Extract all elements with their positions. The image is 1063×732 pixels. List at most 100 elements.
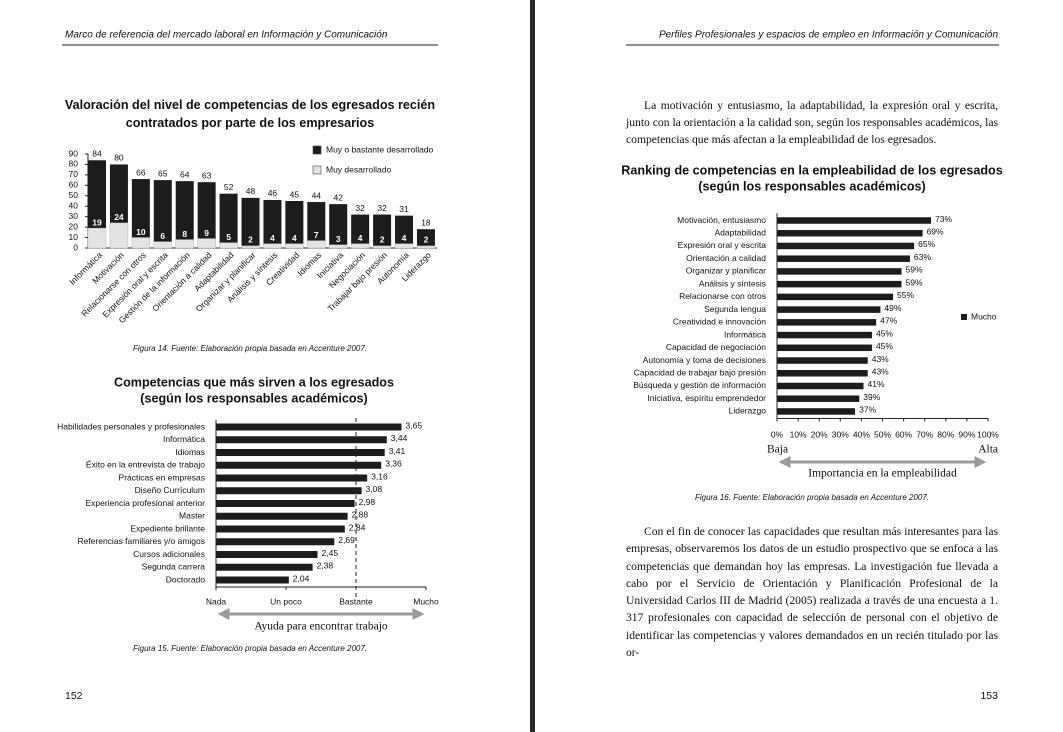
value-label: 4 — [358, 233, 363, 243]
right-page — [535, 0, 1063, 732]
value-label: 52 — [224, 182, 234, 192]
bar — [88, 160, 106, 248]
value-label: 42 — [333, 192, 343, 202]
category-label: Doctorado — [166, 574, 205, 584]
value-label: 65 — [158, 168, 168, 178]
x-tick-label: 20% — [811, 429, 828, 439]
value-label: 32 — [377, 203, 387, 213]
value-label: 2,45 — [322, 548, 339, 558]
category-label: Análisis y síntesis — [699, 278, 766, 288]
value-label: 3,41 — [389, 446, 406, 456]
value-label: 84 — [92, 149, 102, 159]
value-label: 3,08 — [366, 484, 383, 494]
bar — [87, 227, 107, 249]
bar — [285, 201, 304, 248]
category-label: Adaptabilidad — [714, 227, 766, 237]
x-tick-label: Un poco — [270, 596, 302, 606]
category-label: Expresión oral y escrita — [678, 240, 767, 250]
bar — [777, 268, 902, 275]
bar — [175, 181, 194, 248]
x-tick-label: Nada — [206, 596, 227, 606]
category-label: Relacionarse con otros — [679, 291, 766, 301]
bar — [216, 474, 368, 482]
value-label: 3,16 — [371, 471, 388, 481]
running-header: Perfiles Profesionales y espacios de emp… — [659, 30, 999, 41]
bar — [777, 280, 902, 288]
bar — [197, 182, 216, 248]
bar — [777, 357, 868, 364]
bar — [241, 245, 260, 249]
value-label: 8 — [182, 229, 187, 239]
value-label: 59% — [905, 277, 922, 287]
value-label: 2,04 — [293, 573, 310, 583]
value-label: 64 — [180, 169, 190, 179]
x-tick-label: 10% — [790, 429, 807, 439]
value-label: 10 — [136, 227, 146, 237]
bar — [216, 563, 313, 571]
bar — [216, 423, 402, 431]
bar — [216, 576, 289, 584]
bar — [216, 551, 318, 558]
value-label: 19 — [92, 217, 102, 227]
x-tick-label: 40% — [853, 429, 870, 439]
value-label: 55% — [897, 290, 914, 300]
bar — [777, 319, 877, 326]
bar — [216, 500, 355, 507]
bar — [777, 306, 881, 313]
x-tick-label: 30% — [832, 429, 849, 439]
category-label: Creatividad e innovación — [673, 317, 766, 327]
value-label: 2,98 — [359, 497, 376, 507]
value-label: 2 — [248, 234, 253, 244]
bar — [241, 197, 260, 248]
chart-title: Valoración del nivel de competencias de … — [64, 98, 436, 130]
category-label: Informática — [724, 329, 766, 339]
axis-end-label: Alta — [978, 444, 998, 456]
y-tick-label: 80 — [69, 159, 79, 169]
bar — [263, 199, 282, 248]
x-tick-label: 90% — [958, 429, 975, 439]
page-number: 152 — [65, 690, 83, 702]
bar — [416, 245, 436, 249]
x-tick-label: 70% — [916, 429, 933, 439]
legend-swatch — [312, 145, 322, 155]
bar — [307, 202, 326, 248]
legend-swatch — [961, 314, 967, 320]
legend-swatch — [312, 165, 322, 175]
category-label: Idiomas — [175, 447, 205, 457]
value-label: 69% — [927, 226, 944, 236]
value-label: 6 — [160, 231, 165, 241]
bar — [372, 245, 392, 249]
bar — [219, 242, 238, 249]
bar — [777, 217, 932, 224]
category-label: Expediente brillante — [130, 523, 205, 533]
value-label: 31 — [399, 204, 409, 214]
y-tick-label: 50 — [69, 190, 79, 200]
category-label: Segunda lengua — [704, 304, 766, 314]
bar — [307, 240, 326, 249]
chart-subtitle: (según los responsables académicos) — [698, 179, 925, 193]
bar — [328, 244, 348, 249]
category-label: Motivación, entusiasmo — [677, 215, 766, 225]
category-label: Liderazgo — [729, 406, 767, 416]
value-label: 3 — [336, 234, 341, 244]
category-label: Experiencia profesional anterior — [85, 498, 205, 508]
bar — [777, 395, 860, 402]
value-label: 2 — [424, 234, 429, 244]
bar — [777, 382, 864, 390]
bar — [197, 238, 216, 249]
bar — [216, 538, 335, 546]
bar — [395, 215, 414, 248]
category-label: Master — [179, 511, 205, 521]
y-tick-label: 70 — [69, 169, 79, 179]
value-label: 4 — [402, 233, 407, 243]
bar — [216, 436, 387, 444]
x-tick-label: 80% — [937, 429, 954, 439]
bar — [777, 229, 923, 237]
bar — [216, 461, 382, 469]
value-label: 43% — [872, 367, 889, 377]
x-tick-label: 100% — [977, 429, 999, 439]
value-label: 63 — [202, 170, 212, 180]
value-label: 43% — [872, 354, 889, 364]
